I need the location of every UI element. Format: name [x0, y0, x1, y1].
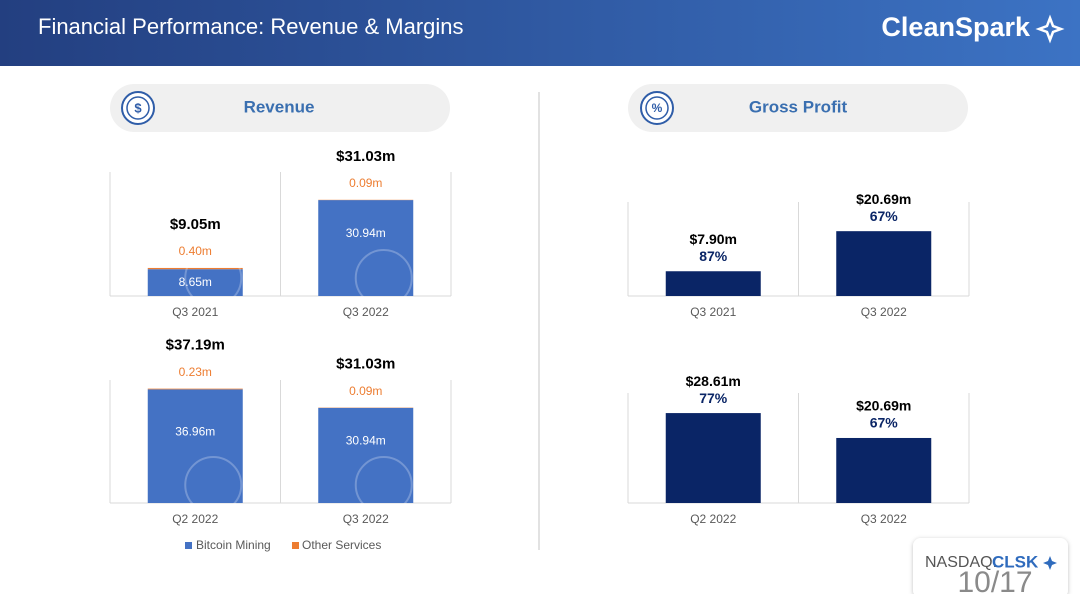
- value-label: $7.90m: [690, 231, 737, 247]
- legend-label: Bitcoin Mining: [196, 538, 271, 552]
- total-label: $9.05m: [170, 216, 221, 233]
- bar: [836, 231, 932, 296]
- bar-segment: [147, 388, 243, 390]
- watermark: [184, 456, 243, 514]
- total-label: $31.03m: [336, 356, 395, 373]
- watermark: [354, 456, 413, 514]
- bar: [665, 271, 761, 296]
- value-label: $20.69m: [856, 398, 911, 414]
- total-label: $37.19m: [166, 337, 225, 354]
- bar-segment: [318, 200, 414, 296]
- section-pill: [628, 84, 968, 132]
- slide-title: Financial Performance: Revenue & Margins: [38, 14, 464, 39]
- x-tick-label: Q2 2022: [172, 512, 218, 526]
- value-label: 0.09m: [349, 384, 382, 398]
- bar: [836, 437, 932, 503]
- watermark: [184, 249, 243, 307]
- value-label: 8.65m: [179, 275, 212, 289]
- bar-segment: [147, 267, 243, 270]
- dollar-icon: $: [134, 100, 142, 115]
- section-pill: [110, 84, 450, 132]
- ticker: CLSK: [992, 552, 1039, 571]
- logo-star: [1035, 14, 1065, 44]
- value-label: 0.09m: [349, 176, 382, 190]
- value-label: 0.40m: [179, 244, 212, 258]
- section-title: Gross Profit: [749, 97, 848, 116]
- x-tick-label: Q3 2022: [861, 305, 907, 319]
- value-label: 30.94m: [346, 434, 386, 448]
- x-tick-label: Q3 2021: [690, 305, 736, 319]
- page-number: 10/17: [957, 566, 1032, 594]
- header-bar: [0, 0, 1080, 66]
- legend-swatch: [185, 542, 192, 549]
- watermark: [354, 249, 413, 307]
- bar-segment: [147, 269, 243, 296]
- value-label: 36.96m: [175, 424, 215, 438]
- x-tick-label: Q2 2022: [690, 512, 736, 526]
- section-title: Revenue: [244, 97, 315, 116]
- ticker-star: [1043, 556, 1057, 570]
- bar-segment: [318, 407, 414, 503]
- value-label: 30.94m: [346, 226, 386, 240]
- x-tick-label: Q3 2021: [172, 305, 218, 319]
- bar: [665, 413, 761, 503]
- margin-label: 87%: [699, 248, 728, 264]
- value-label: 0.23m: [179, 365, 212, 379]
- total-label: $31.03m: [336, 148, 395, 165]
- legend-label: Other Services: [302, 538, 381, 552]
- margin-label: 67%: [870, 415, 899, 431]
- value-label: $20.69m: [856, 191, 911, 207]
- margin-label: 67%: [870, 208, 899, 224]
- margin-label: 77%: [699, 390, 728, 406]
- ticker-box: [913, 538, 1068, 594]
- exchange: NASDAQ:: [925, 554, 997, 571]
- legend-swatch: [292, 542, 299, 549]
- bar-segment: [147, 389, 243, 503]
- charts: Q3 2021 8.65m 0.40m $9.05m Q3 2022 30.94m 0.09…: [109, 148, 970, 526]
- legend: Bitcoin Mining Other Services: [185, 538, 381, 552]
- x-tick-label: Q3 2022: [343, 305, 389, 319]
- dollar-icon: [126, 96, 150, 120]
- x-tick-label: Q3 2022: [343, 512, 389, 526]
- value-label: $28.61m: [686, 373, 741, 389]
- percent-icon: [645, 96, 669, 120]
- logo: CleanSpark: [881, 12, 1031, 42]
- percent-icon: %: [652, 101, 663, 115]
- x-tick-label: Q3 2022: [861, 512, 907, 526]
